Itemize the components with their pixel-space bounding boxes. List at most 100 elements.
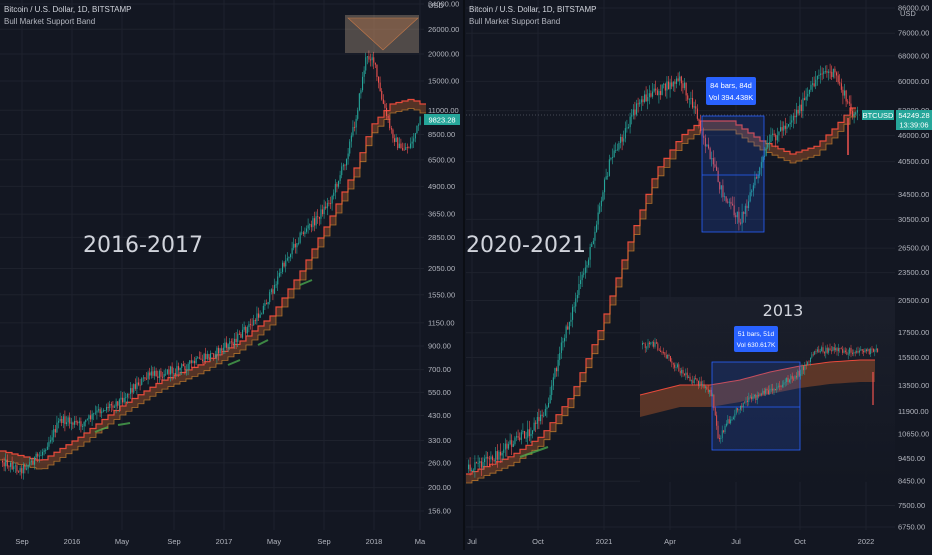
inset-candle [847,353,849,355]
right-y-tick-label: 40500.00 [898,157,929,166]
left-candle [174,372,176,375]
inset-candle [709,389,711,393]
left-candle [128,393,130,395]
right-candle [848,102,850,104]
inset-candle [703,384,705,388]
left-last-price-tag [424,114,460,125]
right-candle [743,211,745,214]
left-candle [122,397,124,403]
left-candle [301,232,303,234]
right-candle [656,90,658,96]
left-candle [6,459,8,467]
left-candle [397,137,399,149]
inset-candle [660,350,662,352]
left-candle [10,462,12,467]
inset-candle [672,362,674,365]
inset-candle [693,378,695,384]
right-candle [554,368,556,378]
left-candle [368,56,370,60]
right-candle [576,295,578,299]
left-candle [298,242,300,244]
left-candle [112,405,114,408]
left-candle [192,360,194,363]
right-candle [559,352,561,360]
inset-measure-box [711,361,801,451]
right-y-tick-label: 11900.00 [898,407,929,416]
inset-candle [748,397,750,402]
right-candle [674,81,676,84]
left-candle [64,416,66,425]
left-candle [342,164,344,167]
right-candle [672,81,674,87]
left-symbol-title[interactable]: Bitcoin / U.S. Dollar, 1D, BITSTAMP [4,5,131,14]
left-candle [216,347,218,357]
inset-candle [810,357,811,362]
right-candle [698,118,700,121]
left-candle [410,143,412,148]
right-candle [680,76,682,84]
inset-candle [723,430,725,433]
right-candle [479,461,481,463]
right-candle [583,273,585,275]
left-candle [133,384,135,393]
inset-candle [710,389,712,397]
right-candle [597,212,599,225]
left-time-axis[interactable]: Sep 2016 May Sep 2017 May Sep 2018 Ma [15,537,426,546]
left-candle [22,465,24,474]
right-time-axis[interactable]: Jul Oct 2021 Apr Jul Oct 2022 [467,537,874,546]
left-candle [405,147,407,150]
inset-measure-bars-label: 51 bars, 51d [738,331,775,338]
right-candle [540,414,542,422]
right-candle [746,205,748,209]
left-candle [286,258,288,261]
right-indicator-title[interactable]: Bull Market Support Band [469,17,560,26]
right-y-tick-label: 34500.00 [898,190,929,199]
left-last-price: 9823.28 [428,116,455,125]
right-candle [706,144,708,147]
left-period-label: 2016-2017 [83,233,203,258]
pane-divider[interactable] [463,0,465,550]
inset-candle [654,342,656,347]
left-candle [178,366,180,371]
right-candle [808,89,810,95]
left-candle [370,59,372,61]
right-candle [602,192,604,201]
right-candle [756,177,758,179]
left-indicator-title[interactable]: Bull Market Support Band [4,17,95,26]
left-candle [106,406,108,411]
left-price-axis[interactable]: 156.00 200.00 260.00 330.00 430.00 550.00 700.… [428,0,459,516]
left-y-tick-label: 2850.00 [428,233,455,242]
inset-candle [656,342,657,344]
inset-candle [643,342,645,344]
inset-candle [733,417,734,420]
right-y-tick-label: 76000.00 [898,29,929,38]
inset-band-fill [640,360,875,417]
inset-candle [839,348,841,349]
right-candle [536,417,538,424]
left-y-tick-label: 20000.00 [428,49,459,58]
inset-candle [849,347,851,354]
left-candle [325,206,327,209]
right-candle [471,469,473,472]
right-candle [664,83,666,91]
right-candle [637,103,639,105]
right-candle [834,68,836,73]
left-candle [328,202,330,204]
inset-candle [776,387,778,391]
right-y-tick-label: 30500.00 [898,215,929,224]
right-axis-unit: USD [900,9,916,18]
inset-candle [714,408,716,416]
left-candle [93,413,95,415]
right-symbol-title[interactable]: Bitcoin / U.S. Dollar, 1D, BITSTAMP [469,5,596,14]
left-candle [131,388,133,393]
inset-candle [775,389,776,391]
right-price-axis[interactable]: 6750.00 7500.00 8450.00 9450.00 10650.00 1190… [898,4,929,532]
left-candle [126,393,128,398]
right-candle [496,451,498,460]
right-y-tick-label: 23500.00 [898,268,929,277]
left-candle [74,420,76,425]
right-band-upper [466,107,856,475]
inset-candle [769,388,771,395]
left-candle [114,406,116,408]
